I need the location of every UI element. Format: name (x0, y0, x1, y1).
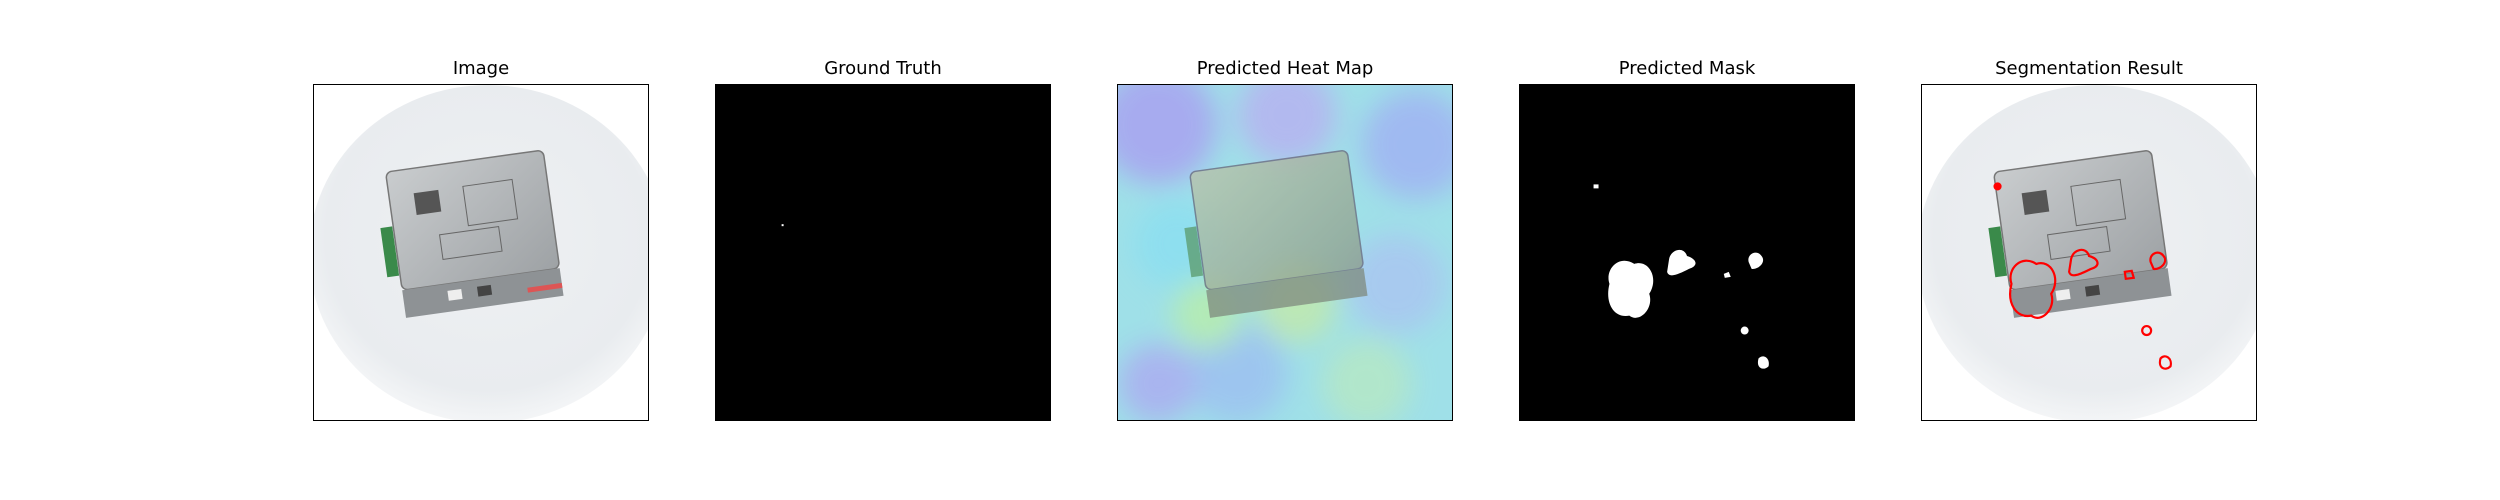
panel-title-heat-map: Predicted Heat Map (1196, 58, 1374, 79)
heat-map-panel (1117, 84, 1453, 421)
gt-pixel (781, 224, 784, 227)
panel-title-segmentation-result: Segmentation Result (1995, 58, 2183, 79)
ground-truth-panel (715, 84, 1051, 421)
contours (1993, 182, 2172, 370)
segmentation-overlay (1922, 85, 2256, 420)
mask-blob (1608, 260, 1654, 318)
mask-blob (1748, 252, 1764, 269)
image-panel (313, 84, 649, 421)
predicted-mask (1520, 85, 1854, 420)
panel-title-ground-truth: Ground Truth (824, 58, 942, 79)
source-image (314, 85, 648, 420)
mask-blob (1667, 249, 1696, 276)
heat-map (1118, 85, 1452, 420)
panel-title-predicted-mask: Predicted Mask (1618, 58, 1756, 79)
panel-title-image: Image (452, 58, 510, 79)
predicted-mask-panel (1519, 84, 1855, 421)
device (380, 150, 564, 318)
mask-blob (1723, 271, 1731, 278)
mask-blob (1757, 356, 1769, 369)
mask-blob (1593, 184, 1599, 189)
segmentation-result-panel (1921, 84, 2257, 421)
ground-truth-mask (716, 85, 1050, 420)
mask-blob (1740, 326, 1749, 335)
